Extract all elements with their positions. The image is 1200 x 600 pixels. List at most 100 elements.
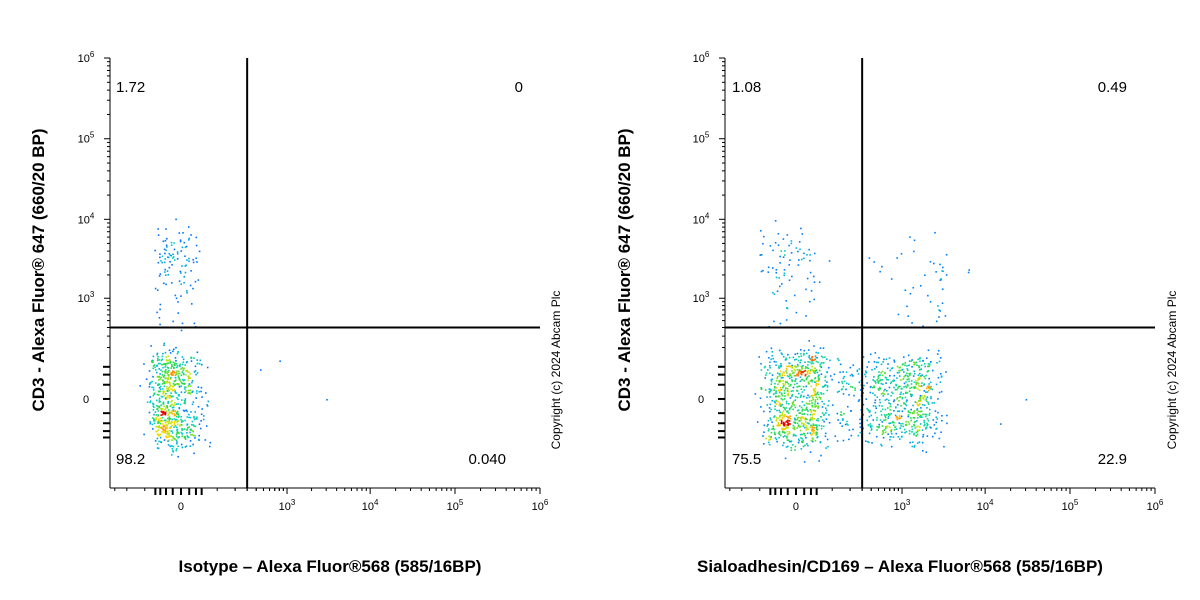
data-point bbox=[887, 407, 889, 409]
data-point bbox=[945, 253, 948, 256]
data-point bbox=[922, 435, 924, 438]
data-point bbox=[808, 356, 810, 359]
data-point bbox=[937, 376, 940, 379]
data-point bbox=[174, 414, 177, 416]
data-point bbox=[909, 236, 911, 238]
data-point bbox=[782, 238, 785, 240]
data-point bbox=[801, 433, 803, 436]
data-point bbox=[922, 398, 925, 400]
quadrant-lower-left-value: 98.2 bbox=[116, 451, 145, 468]
data-point bbox=[780, 388, 783, 391]
data-point bbox=[780, 364, 782, 367]
data-point bbox=[159, 436, 162, 439]
data-point bbox=[157, 414, 159, 416]
data-point bbox=[786, 415, 788, 418]
data-point bbox=[166, 396, 168, 399]
data-point bbox=[940, 278, 942, 280]
data-point bbox=[888, 386, 891, 389]
data-point bbox=[917, 388, 919, 391]
data-point bbox=[202, 418, 205, 421]
data-point bbox=[780, 420, 783, 422]
data-point bbox=[937, 305, 939, 307]
data-point bbox=[871, 368, 873, 371]
data-point bbox=[190, 303, 193, 305]
data-point bbox=[177, 350, 179, 353]
data-point bbox=[148, 383, 151, 386]
data-point bbox=[164, 370, 166, 373]
data-point bbox=[799, 376, 802, 378]
data-point bbox=[159, 390, 161, 393]
data-point bbox=[167, 377, 170, 379]
data-point bbox=[754, 393, 757, 395]
data-point bbox=[171, 439, 173, 441]
data-point bbox=[786, 419, 789, 421]
data-point bbox=[917, 414, 919, 416]
data-point bbox=[797, 425, 800, 428]
data-point bbox=[889, 369, 891, 372]
data-point bbox=[798, 385, 801, 388]
data-point bbox=[881, 421, 884, 423]
data-point bbox=[194, 365, 197, 368]
data-point bbox=[794, 434, 796, 437]
data-point bbox=[164, 407, 167, 409]
data-point bbox=[884, 408, 887, 411]
data-point bbox=[187, 436, 190, 438]
data-point bbox=[159, 303, 162, 306]
data-point bbox=[157, 405, 159, 408]
data-point bbox=[841, 425, 844, 427]
data-point bbox=[773, 387, 776, 389]
data-point bbox=[783, 389, 786, 392]
data-point bbox=[177, 383, 179, 385]
data-point bbox=[196, 362, 199, 365]
data-point bbox=[805, 402, 808, 405]
data-point bbox=[171, 403, 173, 406]
data-point bbox=[188, 371, 191, 374]
data-point bbox=[798, 416, 800, 419]
data-point bbox=[783, 414, 786, 416]
data-point bbox=[878, 423, 880, 426]
data-point bbox=[777, 389, 780, 392]
data-point bbox=[904, 289, 907, 292]
data-point bbox=[807, 381, 810, 383]
data-point bbox=[930, 385, 932, 388]
data-point bbox=[899, 393, 902, 396]
data-point bbox=[762, 242, 764, 245]
data-point bbox=[186, 371, 189, 373]
data-point bbox=[904, 362, 907, 364]
data-point bbox=[781, 413, 784, 416]
data-point bbox=[914, 363, 916, 365]
data-point bbox=[763, 366, 766, 369]
data-point bbox=[156, 437, 159, 440]
data-point bbox=[773, 389, 775, 391]
data-point bbox=[151, 380, 153, 383]
data-point bbox=[826, 381, 828, 383]
data-point bbox=[852, 428, 854, 431]
x-tick-label: 0 bbox=[793, 501, 799, 513]
data-point bbox=[786, 381, 789, 384]
data-point bbox=[178, 280, 181, 282]
data-point bbox=[788, 408, 791, 411]
data-point bbox=[873, 261, 875, 263]
data-point bbox=[884, 388, 886, 391]
data-point bbox=[166, 390, 169, 392]
data-point bbox=[792, 390, 794, 392]
data-point bbox=[942, 270, 944, 273]
data-point bbox=[809, 408, 812, 411]
data-point bbox=[907, 369, 909, 372]
data-point bbox=[813, 429, 816, 432]
data-point bbox=[785, 407, 787, 409]
data-point bbox=[165, 283, 167, 286]
data-point bbox=[169, 384, 172, 387]
data-point bbox=[279, 360, 281, 363]
y-axis-label: CD3 - Alexa Fluor® 647 (660/20 BP) bbox=[615, 128, 634, 411]
data-point bbox=[166, 388, 168, 390]
data-point bbox=[841, 418, 844, 420]
data-point bbox=[907, 385, 909, 387]
data-point bbox=[839, 371, 841, 374]
data-point bbox=[176, 366, 178, 369]
data-point bbox=[801, 422, 803, 425]
data-point bbox=[776, 377, 779, 380]
data-point bbox=[178, 432, 180, 434]
data-point bbox=[879, 374, 881, 376]
data-point bbox=[774, 392, 777, 394]
